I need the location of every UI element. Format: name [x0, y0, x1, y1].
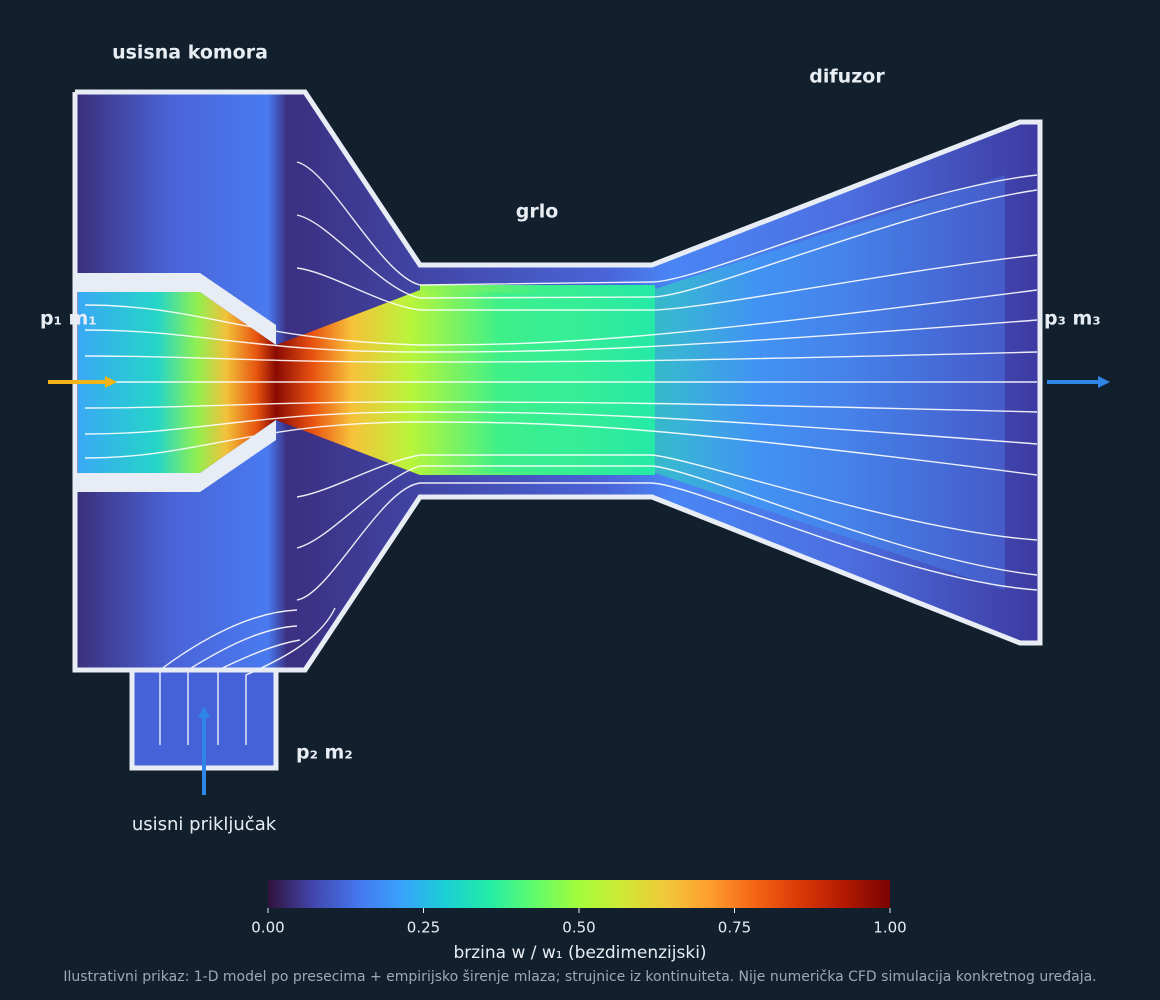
inlet-arrow-head [105, 376, 117, 388]
wall [72, 89, 1043, 673]
colorbar-tick-label: 0.50 [562, 919, 595, 937]
stream-label: p₁ m₁ [40, 308, 97, 330]
label: difuzor [809, 66, 885, 88]
nozzle-wall [75, 273, 276, 345]
streamlines [48, 161, 1038, 745]
outlet-arrow-head [1098, 376, 1110, 388]
colorbar-tick-label: 0.75 [718, 919, 751, 937]
label: usisna komora [112, 42, 268, 64]
stream-label: p₂ m₂ [296, 742, 353, 764]
stream-label: p₃ m₃ [1044, 308, 1101, 330]
colorbar-tick-label: 0.00 [251, 919, 284, 937]
suction-arrow-head [198, 706, 210, 718]
label: grlo [516, 201, 559, 223]
label: usisni priključak [132, 814, 277, 835]
colorbar-tick-label: 0.25 [407, 919, 440, 937]
footnote: Ilustrativni prikaz: 1-D model po presec… [63, 969, 1096, 985]
colorbar [268, 880, 890, 908]
colorbar-label: brzina w / w₁ (bezdimenzijski) [453, 943, 706, 963]
nozzle-wall [75, 420, 276, 492]
colorbar-tick-label: 1.00 [873, 919, 906, 937]
